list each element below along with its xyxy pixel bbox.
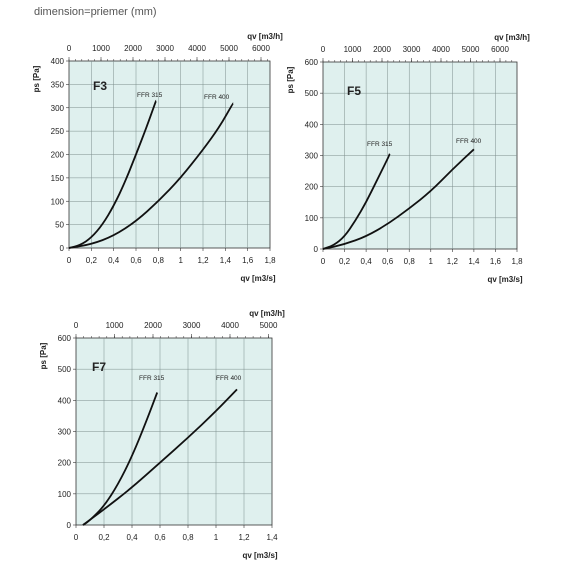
y-tick-label: 400 [305,120,319,129]
y-tick-label: 200 [51,151,65,160]
top-tick-label: 0 [74,321,79,330]
y-tick-label: 400 [58,396,72,405]
chart-f3: 0 0,2 0,4 0,6 0,8 1 1,2 1,4 1,6 1,8 0 50 100 150 200 25… [32,32,283,283]
x-tick-label: 1 [429,257,434,266]
top-tick-label: 2000 [124,44,142,53]
series-label: FFR 315 [137,92,163,99]
top-tick-label: 5000 [260,321,278,330]
top-tick-label: 0 [321,45,326,54]
y-tick-label: 300 [305,152,319,161]
chart-title: F3 [93,79,107,93]
top-tick-label: 5000 [220,44,238,53]
series-line-ffr-400 [82,388,238,526]
top-tick-label: 3000 [156,44,174,53]
top-tick-label: 2000 [373,45,391,54]
y-tick-label: 300 [58,428,72,437]
y-tick-label: 50 [55,221,64,230]
chart-f5: 0 0,2 0,4 0,6 0,8 1 1,2 1,4 1,6 1,8 0 100 200 300 400 5… [286,33,530,284]
x-axis-label: qv [m3/s] [242,551,277,560]
y-tick-label: 400 [51,57,65,66]
x-tick-label: 0 [321,257,326,266]
x-tick-label: 1 [214,533,219,542]
y-tick-label: 300 [51,104,65,113]
x-tick-label: 0 [67,256,72,265]
top-tick-label: 1000 [92,44,110,53]
x-tick-label: 1,2 [238,533,250,542]
series-line-ffr-315 [322,153,391,250]
y-tick-label: 500 [305,89,319,98]
top-axis-label: qv [m3/h] [494,33,530,42]
y-tick-label: 600 [305,58,319,67]
x-tick-label: 1,8 [264,256,276,265]
y-axis-label: ps [Pa] [32,65,41,92]
x-tick-label: 1,2 [197,256,209,265]
y-axis-label: ps [Pa] [39,342,48,369]
series-label: FFR 315 [367,141,393,148]
top-axis-label: qv [m3/h] [249,309,285,318]
top-tick-label: 1000 [344,45,362,54]
x-tick-label: 0 [74,533,79,542]
x-tick-label: 1,4 [468,257,480,266]
x-axis-label: qv [m3/s] [487,275,522,284]
top-tick-label: 4000 [188,44,206,53]
top-tick-label: 1000 [106,321,124,330]
x-tick-label: 1,4 [220,256,232,265]
x-tick-label: 1,6 [242,256,254,265]
y-tick-label: 600 [58,334,72,343]
top-tick-label: 6000 [252,44,270,53]
chart-f7: 0 0,2 0,4 0,6 0,8 1 1,2 1,401002003004005006000… [39,309,285,560]
x-axis-label: qv [m3/s] [240,274,275,283]
y-tick-label: 0 [67,521,72,530]
y-tick-label: 200 [305,183,319,192]
series-label: FFR 400 [204,94,230,101]
x-tick-label: 1,6 [490,257,502,266]
top-tick-label: 5000 [462,45,480,54]
series-line-ffr-315 [68,99,157,249]
x-tick-label: 1,8 [511,257,523,266]
x-tick-label: 1,4 [266,533,278,542]
y-tick-label: 500 [58,365,72,374]
y-tick-label: 150 [51,174,65,183]
x-tick-label: 1,2 [447,257,459,266]
x-tick-label: 1 [178,256,183,265]
x-tick-label: 0,8 [182,533,194,542]
top-tick-label: 4000 [221,321,239,330]
x-tick-label: 0,6 [382,257,394,266]
x-tick-label: 0,4 [126,533,138,542]
top-tick-label: 3000 [403,45,421,54]
x-tick-label: 0,6 [130,256,142,265]
top-tick-label: 3000 [183,321,201,330]
x-tick-label: 0,8 [404,257,416,266]
x-tick-label: 0,2 [339,257,351,266]
x-tick-label: 0,2 [86,256,98,265]
y-tick-label: 100 [58,490,72,499]
series-label: FFR 400 [456,138,482,145]
y-tick-label: 100 [51,197,65,206]
x-tick-label: 0,8 [153,256,165,265]
series-line-ffr-400 [68,102,235,249]
x-tick-label: 0,4 [361,257,373,266]
y-tick-label: 100 [305,214,319,223]
y-tick-label: 0 [314,245,319,254]
chart-title: F5 [347,84,361,98]
y-tick-label: 250 [51,127,65,136]
chart-title: F7 [92,360,106,374]
y-tick-label: 200 [58,459,72,468]
page-caption: dimension=priemer (mm) [34,6,157,18]
series-line-ffr-400 [322,148,475,250]
top-axis-label: qv [m3/h] [247,32,283,41]
top-tick-label: 4000 [432,45,450,54]
series-label: FFR 315 [139,375,165,382]
top-tick-label: 2000 [144,321,162,330]
top-tick-label: 6000 [491,45,509,54]
y-axis-label: ps [Pa] [286,66,295,93]
series-label: FFR 400 [216,375,242,382]
x-tick-label: 0,4 [108,256,120,265]
y-tick-label: 350 [51,80,65,89]
top-tick-label: 0 [67,44,72,53]
x-tick-label: 0,2 [98,533,110,542]
x-tick-label: 0,6 [154,533,166,542]
y-tick-label: 0 [60,244,65,253]
